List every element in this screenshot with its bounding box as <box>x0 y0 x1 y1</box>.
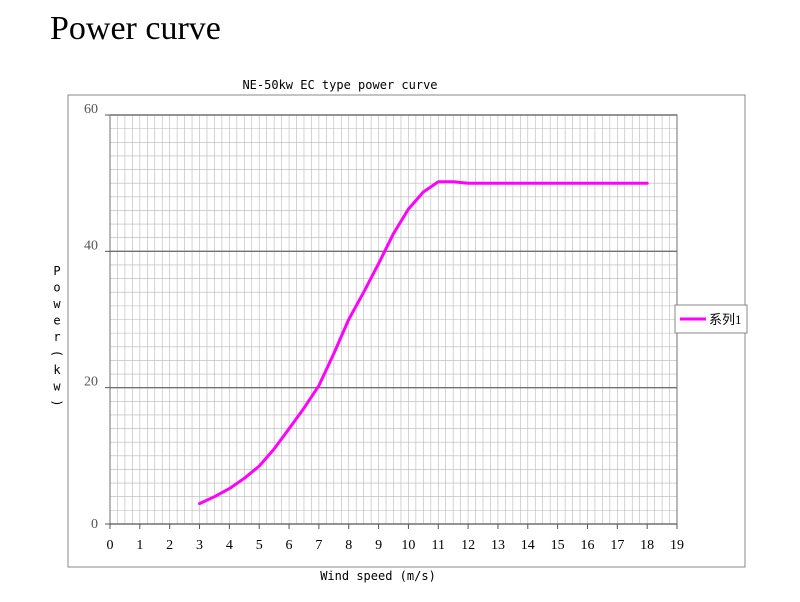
x-tick-label: 4 <box>226 538 233 553</box>
x-tick-label: 14 <box>521 538 535 553</box>
x-tick-label: 9 <box>375 538 382 553</box>
x-tick-label: 17 <box>610 538 624 553</box>
x-tick-label: 19 <box>670 538 684 553</box>
x-tick-labels: 0 1 2 3 4 5 6 7 8 9 10 11 12 13 14 15 16 17 18 19 <box>107 524 684 553</box>
x-tick-label: 12 <box>461 538 475 553</box>
y-tick-label: 20 <box>84 375 98 390</box>
x-tick-label: 18 <box>640 538 654 553</box>
legend: 系列1 <box>674 304 748 334</box>
x-tick-label: 5 <box>256 538 263 553</box>
x-tick-label: 16 <box>580 538 594 553</box>
y-tick-label: 60 <box>84 102 98 117</box>
y-axis-label-char: o <box>53 281 60 295</box>
x-tick-label: 0 <box>107 538 114 553</box>
x-tick-label: 10 <box>401 538 415 553</box>
x-tick-label: 8 <box>345 538 352 553</box>
x-tick-label: 11 <box>432 538 445 553</box>
x-tick-label: 2 <box>166 538 173 553</box>
y-axis-label-char: w <box>53 380 61 394</box>
y-axis-label-char: k <box>53 363 61 377</box>
x-tick-label: 13 <box>491 538 505 553</box>
page-title: Power curve <box>50 10 221 47</box>
y-tick-label: 40 <box>84 238 98 253</box>
y-axis-label-char: r <box>53 330 60 344</box>
x-tick-label: 6 <box>286 538 293 553</box>
y-axis-label-char: w <box>53 297 61 311</box>
legend-label: 系列1 <box>709 312 742 327</box>
x-axis-label: Wind speed (m/s) <box>320 569 436 583</box>
y-tick-labels: 0 20 40 60 <box>84 102 110 532</box>
y-tick-label: 0 <box>91 517 98 532</box>
y-axis-label-char: ) <box>50 399 64 406</box>
x-tick-label: 7 <box>315 538 322 553</box>
y-axis-label-char: e <box>53 314 60 328</box>
series-layer <box>198 180 649 506</box>
series-line <box>198 180 649 506</box>
x-tick-label: 3 <box>196 538 203 553</box>
y-axis-label: Power(kw) <box>50 264 64 407</box>
chart-title: NE-50kw EC type power curve <box>242 78 437 92</box>
x-tick-label: 15 <box>551 538 565 553</box>
y-axis-label-char: ( <box>50 350 64 357</box>
y-axis-label-char: P <box>53 264 60 278</box>
x-tick-label: 1 <box>136 538 143 553</box>
